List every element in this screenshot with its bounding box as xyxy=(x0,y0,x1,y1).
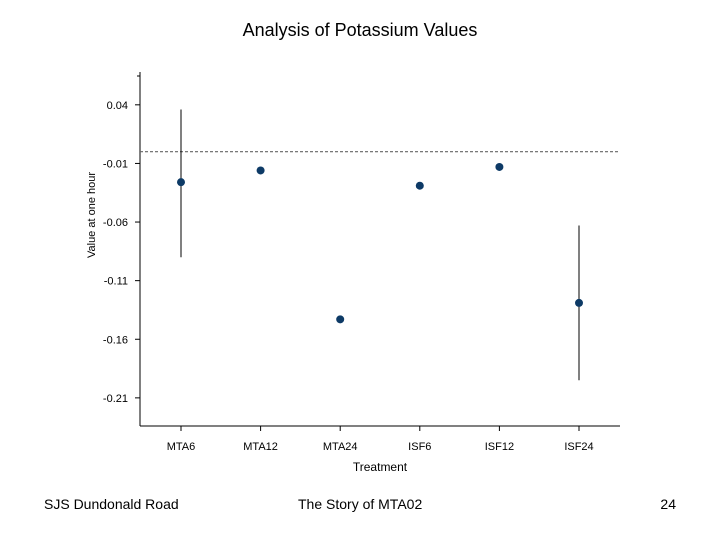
data-point xyxy=(415,181,424,190)
data-point xyxy=(177,178,185,187)
y-tick-label: -0.01 xyxy=(103,158,128,170)
data-point xyxy=(495,162,504,171)
chart-marks xyxy=(140,109,620,381)
x-tick-label: MTA12 xyxy=(243,441,278,453)
y-axis-label: Value at one hour xyxy=(86,172,98,258)
x-tick-label: MTA24 xyxy=(323,441,358,453)
footer-left-text: SJS Dundonald Road xyxy=(44,496,179,512)
x-tick-label: ISF24 xyxy=(564,441,593,453)
y-tick-label: -0.21 xyxy=(103,393,128,405)
y-tick-label: 0.04 xyxy=(107,100,128,112)
y-tick-label: -0.16 xyxy=(103,334,128,346)
page-number: 24 xyxy=(660,496,676,512)
y-tick-label: -0.11 xyxy=(104,276,128,288)
x-tick-label: ISF12 xyxy=(485,441,514,453)
x-tick-label: ISF6 xyxy=(408,441,431,453)
data-point xyxy=(575,298,583,307)
data-point xyxy=(256,166,265,175)
axes: 0.04 -0.01 -0.06 -0.11 -0.16 -0.21 MTA6 MTA12 MT… xyxy=(103,72,620,453)
y-tick-label: -0.06 xyxy=(103,217,128,229)
x-tick-label: MTA6 xyxy=(167,441,196,453)
chart-title: Analysis of Potassium Values xyxy=(242,20,478,40)
footer-center-text: The Story of MTA02 xyxy=(298,496,423,512)
data-point xyxy=(336,315,345,324)
x-axis-label: Treatment xyxy=(353,460,408,474)
